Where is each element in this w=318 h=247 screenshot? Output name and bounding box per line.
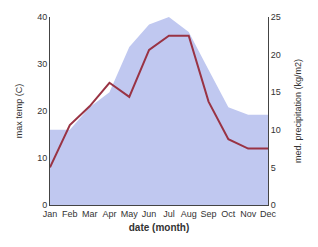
svg-text:20: 20 (37, 106, 47, 116)
svg-text:5: 5 (271, 163, 276, 173)
svg-text:0: 0 (42, 200, 47, 210)
svg-text:Apr: Apr (102, 209, 116, 219)
svg-text:Oct: Oct (221, 209, 236, 219)
svg-text:Feb: Feb (62, 209, 78, 219)
svg-text:15: 15 (271, 87, 281, 97)
svg-text:0: 0 (271, 200, 276, 210)
svg-text:Dec: Dec (260, 209, 277, 219)
svg-text:Aug: Aug (181, 209, 197, 219)
svg-text:Mar: Mar (82, 209, 98, 219)
svg-text:30: 30 (37, 59, 47, 69)
svg-text:10: 10 (271, 125, 281, 135)
svg-text:Nov: Nov (240, 209, 257, 219)
svg-text:25: 25 (271, 12, 281, 22)
svg-text:20: 20 (271, 50, 281, 60)
svg-text:Jan: Jan (43, 209, 58, 219)
svg-text:Jun: Jun (142, 209, 157, 219)
svg-text:max temp (C): max temp (C) (14, 84, 24, 139)
svg-text:10: 10 (37, 153, 47, 163)
svg-text:date (month): date (month) (129, 222, 190, 233)
svg-text:40: 40 (37, 12, 47, 22)
svg-text:Sep: Sep (201, 209, 217, 219)
svg-text:Jul: Jul (163, 209, 175, 219)
svg-text:med. precipitation (kg/m2): med. precipitation (kg/m2) (293, 59, 303, 163)
svg-text:May: May (121, 209, 139, 219)
